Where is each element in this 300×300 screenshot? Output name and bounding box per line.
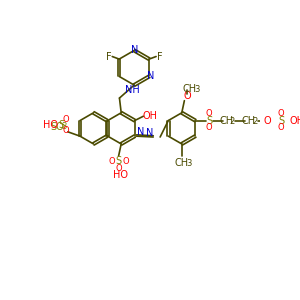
Text: CH: CH [219,116,233,126]
Text: O: O [278,123,284,132]
Text: N: N [137,127,144,137]
Text: O: O [115,164,122,173]
Text: N: N [147,71,155,81]
Text: 3: 3 [194,85,199,94]
Text: O: O [108,157,115,166]
Text: CH: CH [242,116,256,126]
Text: O: O [63,126,70,135]
Text: HO: HO [113,170,128,180]
Text: CH: CH [175,158,189,168]
Text: O: O [278,109,284,118]
Text: S: S [116,156,122,166]
Text: F: F [106,52,112,61]
Text: N: N [146,128,153,138]
Text: O: O [206,123,212,132]
Text: CH: CH [182,83,197,94]
Text: S: S [59,120,65,130]
Text: O: O [122,157,129,166]
Text: N: N [131,45,139,55]
Text: HO: HO [43,120,58,130]
Text: O: O [263,116,271,126]
Text: S: S [278,116,284,126]
Text: OH: OH [143,111,158,121]
Text: F: F [157,52,162,61]
Text: SO: SO [51,122,64,132]
Text: 2: 2 [230,117,235,126]
Text: S: S [206,116,212,126]
Text: O: O [206,109,212,118]
Text: 3: 3 [61,122,66,131]
Text: O: O [63,115,70,124]
Text: OH: OH [290,116,300,126]
Text: NH: NH [124,85,140,95]
Text: O: O [183,91,191,101]
Text: 3: 3 [186,159,191,168]
Text: 2: 2 [252,117,258,126]
